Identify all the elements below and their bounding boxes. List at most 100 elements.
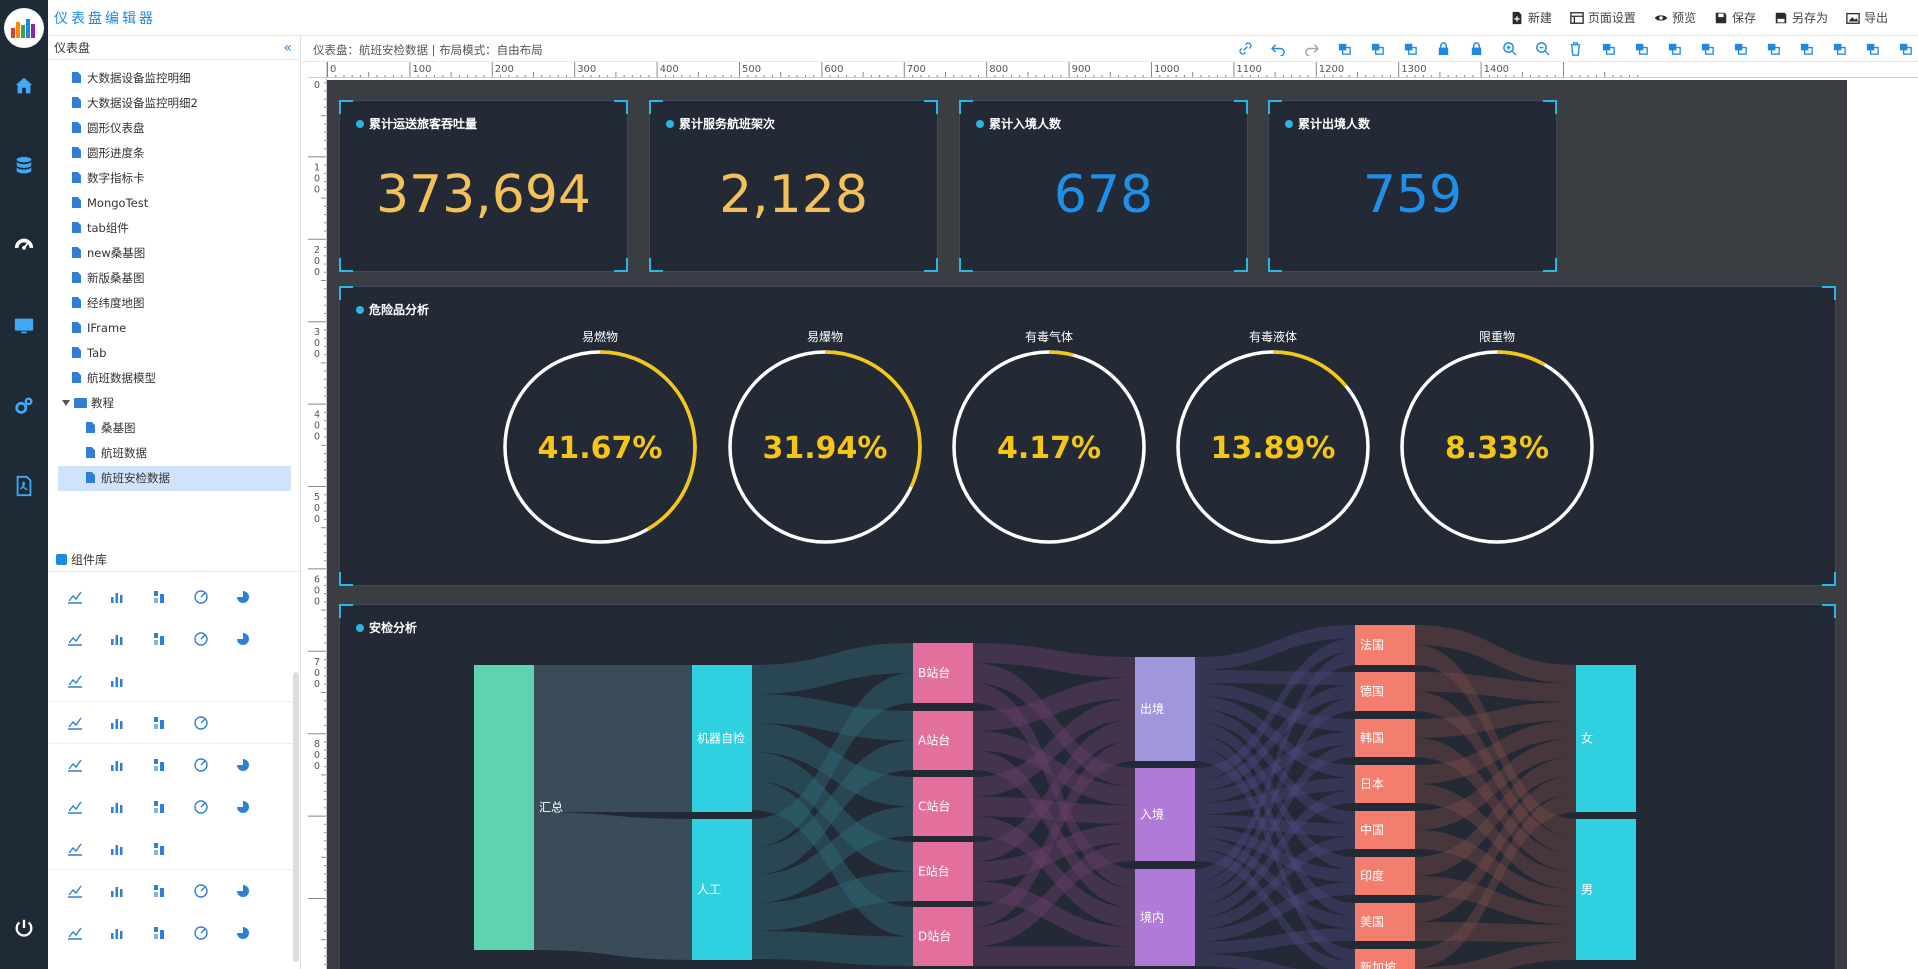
stacked-bar-icon[interactable]: [150, 588, 168, 606]
sankey-node[interactable]: [1355, 625, 1415, 665]
funnel-icon[interactable]: [66, 630, 84, 648]
top-action-new[interactable]: 新建: [1510, 9, 1552, 26]
bar-chart-icon[interactable]: [108, 588, 126, 606]
hazard-panel[interactable]: 危险品分析 易燃物 41.67% 易爆物 31.94% 有毒气体 4.17% 有毒液体 13.…: [339, 286, 1836, 586]
kpi-card[interactable]: 累计运送旅客吞吐量 373,694: [339, 100, 628, 272]
globe-icon[interactable]: [150, 798, 168, 816]
tree-item[interactable]: 航班安检数据: [58, 466, 291, 491]
sankey-node[interactable]: [1135, 869, 1195, 966]
tree-item[interactable]: 经纬度地图: [48, 291, 301, 316]
sankey-node[interactable]: [913, 907, 973, 966]
tree-item[interactable]: 桑基图: [48, 416, 301, 441]
tree-item[interactable]: new桑基图: [48, 241, 301, 266]
sankey-node[interactable]: [1355, 719, 1415, 757]
zoom-in-icon[interactable]: [1500, 39, 1518, 57]
layer-up-icon[interactable]: [1599, 39, 1617, 57]
location-icon[interactable]: [150, 840, 168, 858]
pdf-icon[interactable]: [8, 470, 40, 502]
sankey-node[interactable]: [1355, 672, 1415, 711]
user-icon[interactable]: [108, 924, 126, 942]
tree-item[interactable]: 圆形仪表盘: [48, 116, 301, 141]
tag-icon[interactable]: [234, 882, 252, 900]
pie-chart-icon[interactable]: [234, 588, 252, 606]
align-center-icon[interactable]: [1764, 39, 1782, 57]
sankey-node[interactable]: [913, 842, 973, 901]
text-icon[interactable]: [192, 882, 210, 900]
align-right-icon[interactable]: [1797, 39, 1815, 57]
top-action-page-settings[interactable]: 页面设置: [1570, 9, 1636, 26]
ring-icon[interactable]: [108, 714, 126, 732]
sankey-node[interactable]: [1135, 768, 1195, 861]
tree-item[interactable]: tab组件: [48, 216, 301, 241]
tree-item[interactable]: 教程: [48, 391, 301, 416]
sunburst-icon[interactable]: [66, 798, 84, 816]
table-header-icon[interactable]: [66, 672, 84, 690]
radio-icon[interactable]: [234, 924, 252, 942]
bring-front-icon[interactable]: [1632, 39, 1650, 57]
radar-icon[interactable]: [192, 588, 210, 606]
database-icon[interactable]: [8, 150, 40, 182]
tree-item[interactable]: 数字指标卡: [48, 166, 301, 191]
kpi-card[interactable]: 累计入境人数 678: [959, 100, 1248, 272]
align-top-icon[interactable]: [1830, 39, 1848, 57]
monitor-icon[interactable]: [8, 310, 40, 342]
tree-item[interactable]: 新版桑基图: [48, 266, 301, 291]
area-chart-icon[interactable]: [108, 630, 126, 648]
dashboard-icon[interactable]: [8, 230, 40, 262]
tree-item[interactable]: 大数据设备监控明细2: [48, 91, 301, 116]
align-bottom-icon[interactable]: [1896, 39, 1914, 57]
scatter-icon[interactable]: [150, 630, 168, 648]
tree-item[interactable]: IFrame: [48, 316, 301, 341]
heatmap-icon[interactable]: [66, 756, 84, 774]
tree-item[interactable]: 圆形进度条: [48, 141, 301, 166]
cut-icon[interactable]: [1368, 39, 1386, 57]
settings-icon[interactable]: [8, 390, 40, 422]
calendar-icon[interactable]: [234, 630, 252, 648]
kpi-card[interactable]: 累计服务航班架次 2,128: [649, 100, 938, 272]
gauge-icon[interactable]: [150, 714, 168, 732]
sankey-node[interactable]: [1355, 949, 1415, 969]
relation-icon[interactable]: [234, 756, 252, 774]
sankey-node[interactable]: [1355, 811, 1415, 849]
layer-down-icon[interactable]: [1698, 39, 1716, 57]
sankey-node[interactable]: [1135, 657, 1195, 761]
link-icon[interactable]: [1236, 39, 1254, 57]
sankey-node[interactable]: [1355, 765, 1415, 803]
power-icon[interactable]: [8, 912, 40, 944]
checkbox-icon[interactable]: [66, 966, 84, 969]
copy-icon[interactable]: [1335, 39, 1353, 57]
sankey-node[interactable]: [692, 819, 752, 960]
date-icon[interactable]: [192, 924, 210, 942]
redo-icon[interactable]: [1302, 39, 1320, 57]
sankey-node[interactable]: [1355, 903, 1415, 941]
tree-item[interactable]: 大数据设备监控明细: [48, 66, 301, 91]
panel-scrollbar[interactable]: [293, 672, 299, 962]
kpi-card[interactable]: 累计出境人数 759: [1268, 100, 1557, 272]
frame-icon[interactable]: [150, 882, 168, 900]
map-pin-icon[interactable]: [66, 840, 84, 858]
sankey-node[interactable]: [474, 665, 534, 950]
graph-icon[interactable]: [192, 756, 210, 774]
top-action-save[interactable]: 保存: [1714, 9, 1756, 26]
world-map-icon[interactable]: [108, 840, 126, 858]
list-icon[interactable]: [66, 924, 84, 942]
expand-caret-icon[interactable]: [62, 400, 70, 406]
align-middle-icon[interactable]: [1863, 39, 1881, 57]
sankey-node[interactable]: [692, 665, 752, 812]
table-icon[interactable]: [108, 672, 126, 690]
sankey-node[interactable]: [913, 643, 973, 703]
collapse-icon[interactable]: «: [283, 40, 292, 56]
line-chart-icon[interactable]: [66, 588, 84, 606]
sankey-node[interactable]: [1576, 819, 1636, 960]
paste-icon[interactable]: [1401, 39, 1419, 57]
sankey-icon[interactable]: [108, 756, 126, 774]
window-icon[interactable]: [66, 882, 84, 900]
top-action-eye[interactable]: 预览: [1654, 9, 1696, 26]
sankey-node[interactable]: [913, 711, 973, 770]
lock-icon[interactable]: [1434, 39, 1452, 57]
home-icon[interactable]: [8, 70, 40, 102]
send-back-icon[interactable]: [1665, 39, 1683, 57]
zoom-out-icon[interactable]: [1533, 39, 1551, 57]
ie-icon[interactable]: [108, 882, 126, 900]
sankey-node[interactable]: [1576, 665, 1636, 812]
